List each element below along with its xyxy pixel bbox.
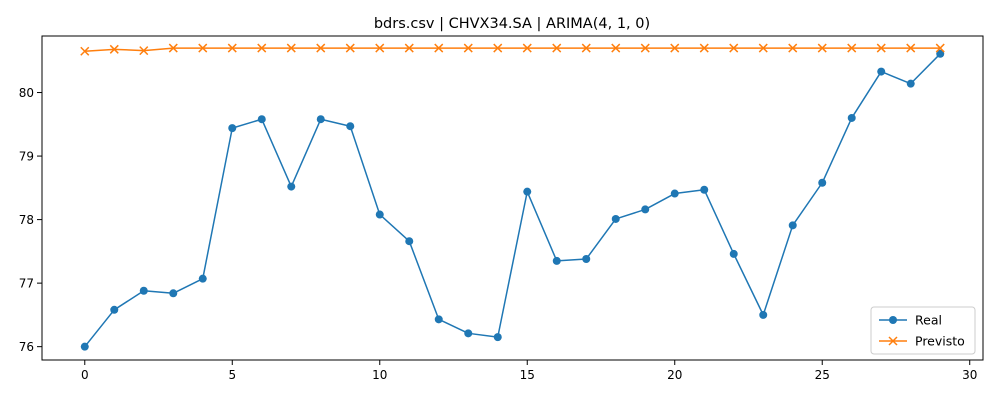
series-real-point (228, 124, 237, 133)
series-previsto-point (906, 43, 916, 53)
series-real-point (759, 310, 768, 319)
x-tick-label: 15 (520, 368, 535, 382)
series-real-point (641, 205, 650, 214)
legend-previsto-label: Previsto (915, 334, 965, 349)
y-tick-label: 79 (19, 150, 34, 164)
series-real-point (523, 187, 532, 196)
series-real-point (818, 178, 827, 187)
x-tick-label: 5 (228, 368, 236, 382)
legend-previsto-marker (888, 336, 898, 346)
y-tick-label: 77 (19, 277, 34, 291)
series-real-point (936, 49, 945, 58)
series-previsto-point (227, 43, 237, 53)
series-real-point (582, 254, 591, 263)
series-real-point (198, 274, 207, 283)
series-real-point (611, 214, 620, 223)
series-real-point (847, 113, 856, 122)
series-previsto-point (404, 43, 414, 53)
series-real-point (405, 237, 414, 246)
y-tick-label: 80 (19, 86, 34, 100)
plot-area: 0 5 10 15 20 25 30 76 77 78 79 80 (19, 43, 977, 382)
series-real-point (110, 305, 119, 314)
series-previsto-point (316, 43, 326, 53)
series-previsto-point (670, 43, 680, 53)
series-previsto-point (522, 43, 532, 53)
series-previsto-point (168, 43, 178, 53)
x-tick-label: 0 (81, 368, 89, 382)
series-real-point (670, 189, 679, 198)
series-real-point (788, 221, 797, 230)
series-real-point (552, 256, 561, 265)
series-previsto-point (935, 43, 945, 53)
axes-frame (41, 35, 984, 361)
series-previsto-point (80, 46, 90, 56)
series-previsto-point (139, 46, 149, 56)
series-previsto-point (345, 43, 355, 53)
series-real-point (80, 342, 89, 351)
series-previsto-point (434, 43, 444, 53)
series-previsto-point (375, 43, 385, 53)
series-real-point (700, 185, 709, 194)
series-previsto-point (788, 43, 798, 53)
series-previsto-line (84, 47, 941, 52)
series-previsto-point (758, 43, 768, 53)
series-real-point (877, 67, 886, 76)
series-real-point (139, 286, 148, 295)
series-previsto-point (109, 44, 119, 54)
series-previsto-point (257, 43, 267, 53)
x-tick-label: 30 (962, 368, 977, 382)
chart-title: bdrs.csv | CHVX34.SA | ARIMA(4, 1, 0) (374, 16, 650, 32)
series-real-point (434, 315, 443, 324)
series-real-line (84, 53, 941, 348)
series-previsto-point (463, 43, 473, 53)
series-previsto-point (699, 43, 709, 53)
series-real-point (287, 182, 296, 191)
legend-real-marker (889, 316, 897, 324)
series-previsto-point (640, 43, 650, 53)
series-real-point (346, 122, 355, 131)
series-previsto-point (286, 43, 296, 53)
series-previsto-point (876, 43, 886, 53)
series-real-point (169, 289, 178, 298)
series-previsto-point (817, 43, 827, 53)
series-previsto-point (729, 43, 739, 53)
series-real-point (464, 329, 473, 338)
series-previsto-point (198, 43, 208, 53)
y-tick-label: 76 (19, 340, 34, 354)
series-previsto-point (493, 43, 503, 53)
series-real-point (316, 115, 325, 124)
legend: Real Previsto (870, 306, 976, 355)
series-previsto-point (847, 43, 857, 53)
x-tick-label: 25 (815, 368, 830, 382)
series-previsto-point (611, 43, 621, 53)
series-real-point (906, 79, 915, 88)
legend-real-label: Real (915, 313, 942, 328)
series-real-point (493, 333, 502, 342)
series-real-point (729, 249, 738, 258)
series-real-point (375, 210, 384, 219)
x-tick-label: 20 (667, 368, 682, 382)
legend-box (870, 306, 976, 355)
series-real-point (257, 115, 266, 124)
y-tick-label: 78 (19, 213, 34, 227)
series-previsto-point (552, 43, 562, 53)
series-previsto-point (581, 43, 591, 53)
x-tick-label: 10 (372, 368, 387, 382)
